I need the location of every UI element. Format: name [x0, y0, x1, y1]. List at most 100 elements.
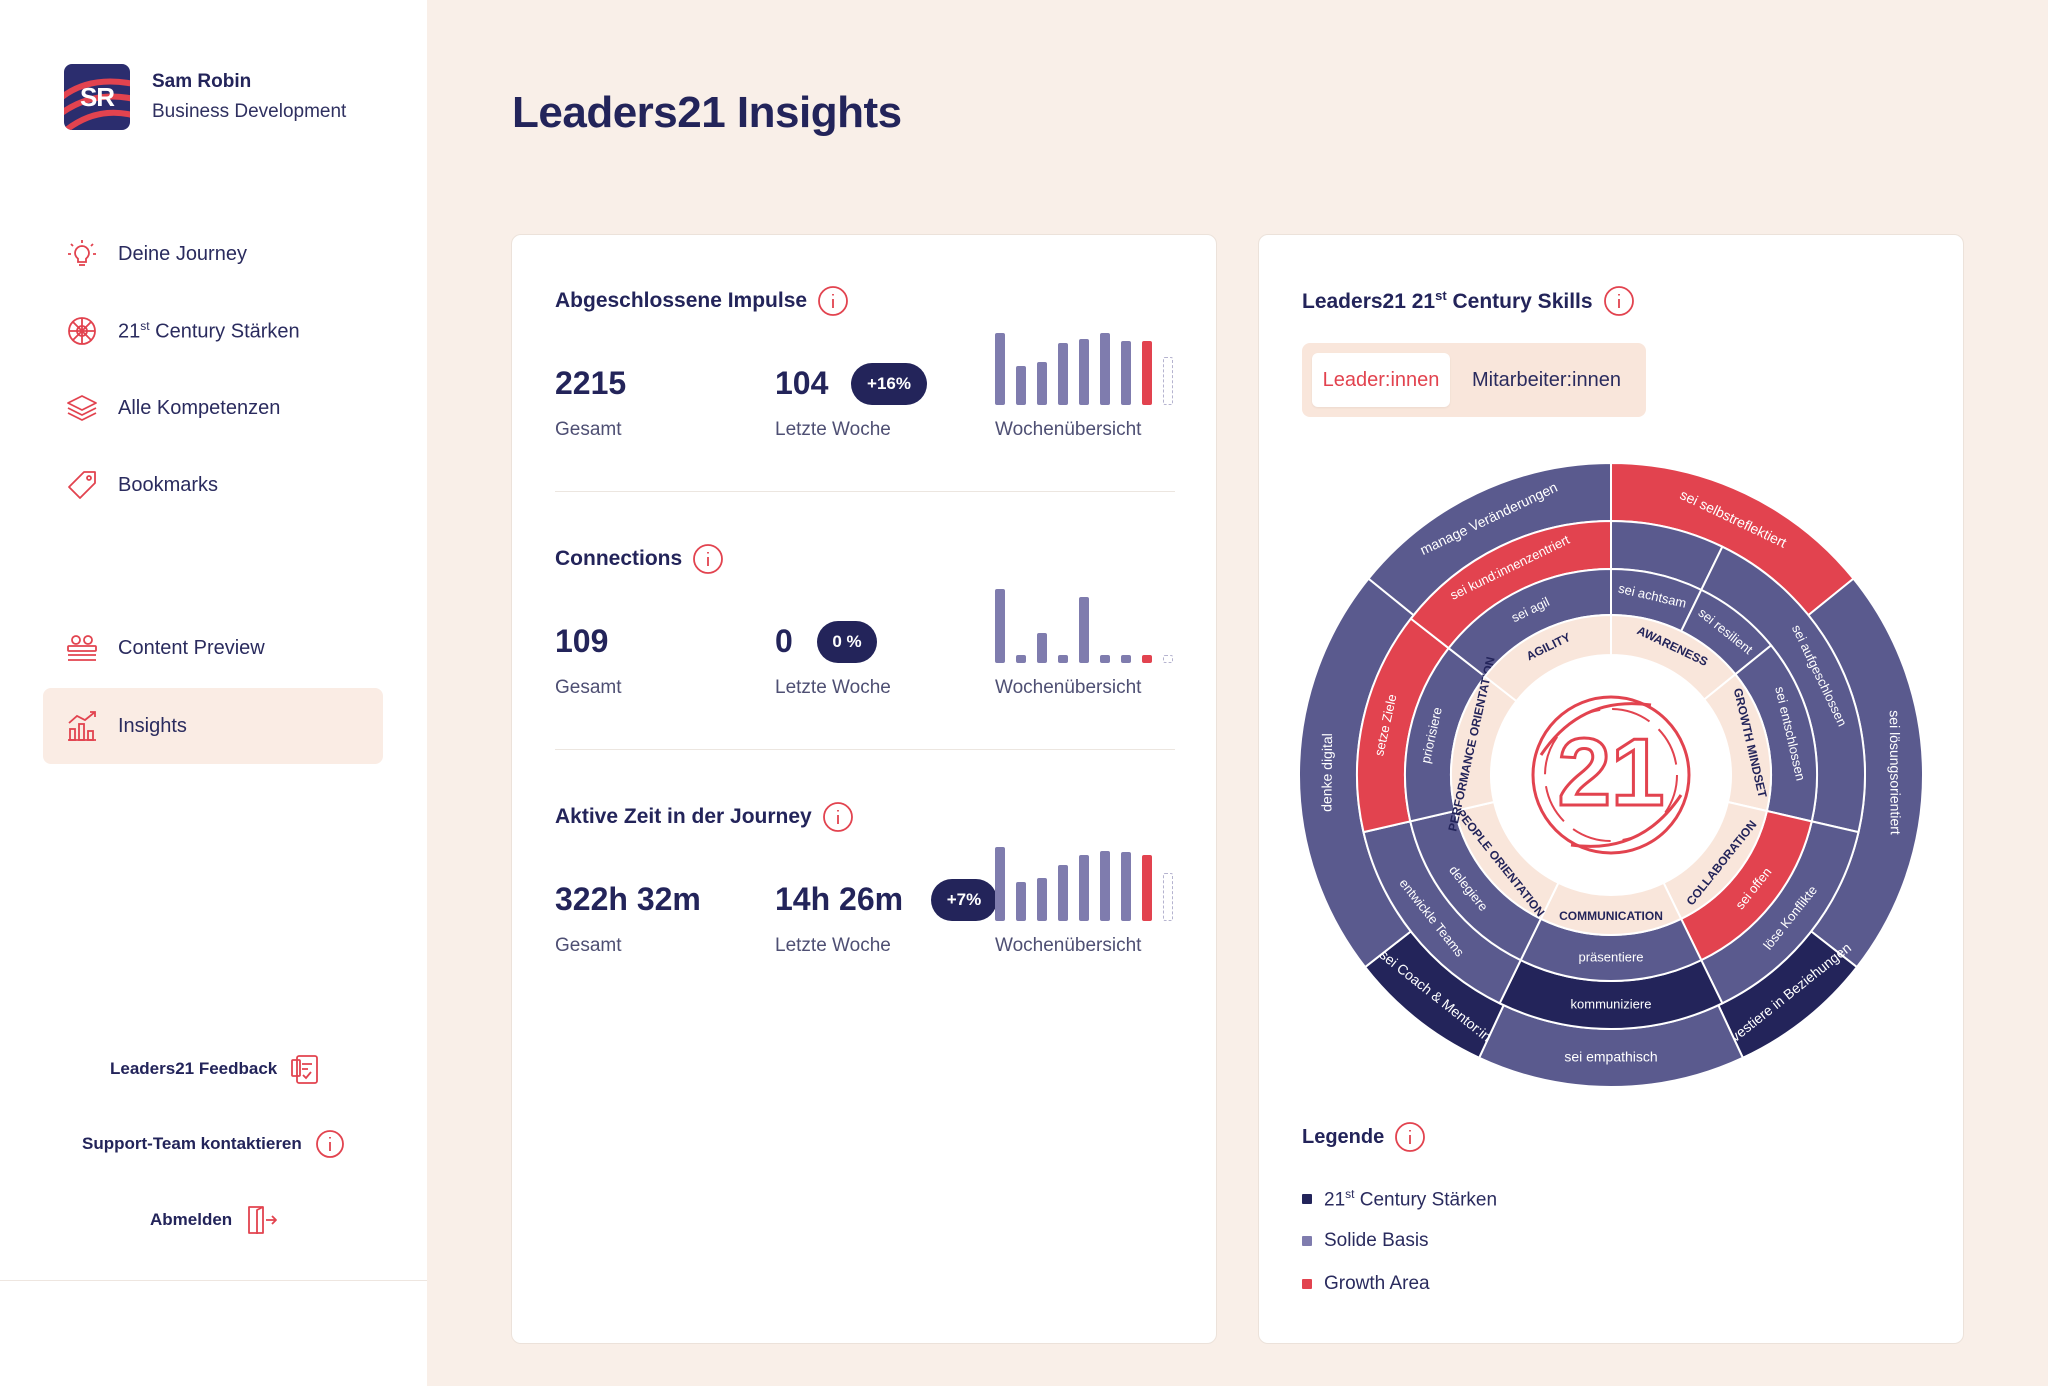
sidebar-item-content-preview[interactable]: Content Preview [43, 610, 383, 686]
layers-icon [64, 390, 100, 426]
tab-leaders[interactable]: Leader:innen [1312, 353, 1450, 407]
profile-role: Business Development [152, 101, 347, 122]
chart-bar [1121, 655, 1131, 663]
section-title-skills: Leaders21 21st Century Skills [1302, 285, 1635, 317]
role-toggle: Leader:innen Mitarbeiter:innen [1302, 343, 1646, 417]
logout-link[interactable]: Abmelden [150, 1203, 278, 1237]
chart-bar [1142, 854, 1152, 921]
total-label: Gesamt [555, 419, 622, 440]
info-icon [314, 1128, 346, 1160]
logo-21-icon: 21 [1531, 695, 1691, 855]
wheel-center [1491, 655, 1731, 895]
sidebar: SR Sam Robin Business Development Deine … [0, 0, 427, 1386]
chart-bar [1121, 852, 1131, 921]
legend-item-strengths: 21st Century Stärken [1302, 1187, 1497, 1211]
stats-card: Abgeschlossene Impulse 2215 Gesamt 104 +… [511, 234, 1217, 1344]
week-label: Letzte Woche [775, 677, 891, 698]
lightbulb-icon [64, 236, 100, 272]
weekly-bar-chart [995, 583, 1175, 663]
chart-bar [1142, 341, 1152, 405]
week-value: 104 [775, 365, 829, 401]
chart-bar [1079, 338, 1089, 405]
chart-bar [1079, 854, 1089, 921]
profile-name: Sam Robin [152, 71, 252, 92]
legend-item-solid-basis: Solide Basis [1302, 1230, 1429, 1252]
total-label: Gesamt [555, 677, 622, 698]
compass-wheel-icon [64, 313, 100, 349]
chart-label: Wochenübersicht [995, 677, 1142, 698]
info-icon[interactable] [1394, 1121, 1426, 1153]
week-label: Letzte Woche [775, 419, 891, 440]
info-icon[interactable] [692, 543, 724, 575]
chart-icon [64, 708, 100, 744]
chart-bar [1016, 655, 1026, 663]
chart-bar [995, 588, 1005, 663]
info-icon[interactable] [1603, 285, 1635, 317]
total-value: 2215 [555, 365, 627, 401]
feedback-link[interactable]: Leaders21 Feedback [110, 1052, 323, 1086]
section-title-impulses: Abgeschlossene Impulse [555, 285, 849, 317]
tag-icon [64, 467, 100, 503]
section-title-connections: Connections [555, 543, 724, 575]
chart-bar [1058, 655, 1068, 663]
support-link[interactable]: Support-Team kontaktieren [82, 1128, 346, 1160]
sidebar-footer-band [0, 1280, 427, 1386]
avatar: SR [64, 64, 130, 130]
chart-bar [1142, 655, 1152, 663]
preview-icon [64, 630, 100, 666]
category-label: COMMUNICATION [1559, 909, 1663, 923]
chart-bar [1016, 882, 1026, 921]
info-icon[interactable] [817, 285, 849, 317]
chart-bar [1037, 878, 1047, 921]
chart-bar [995, 846, 1005, 921]
chart-bar [1100, 655, 1110, 663]
sidebar-item-label: 21st Century Stärken [118, 318, 300, 343]
chart-bar [1037, 633, 1047, 663]
skill-label-middle: kommuniziere [1571, 996, 1652, 1011]
info-icon[interactable] [822, 801, 854, 833]
sidebar-item-competencies[interactable]: Alle Kompetenzen [43, 370, 383, 446]
weekly-bar-chart [995, 325, 1175, 405]
logout-icon [244, 1203, 278, 1237]
sidebar-item-label: Insights [118, 714, 187, 737]
sidebar-item-label: Deine Journey [118, 242, 247, 265]
user-profile[interactable]: SR Sam Robin Business Development [64, 64, 346, 130]
tab-employees[interactable]: Mitarbeiter:innen [1472, 368, 1621, 391]
sidebar-item-insights[interactable]: Insights [43, 688, 383, 764]
sidebar-item-century-strengths[interactable]: 21st Century Stärken [43, 293, 383, 369]
chart-bar [1100, 850, 1110, 921]
week-value: 0 [775, 623, 793, 659]
chart-bar [1121, 341, 1131, 405]
skill-label-inner: präsentiere [1578, 949, 1643, 964]
chart-bar [1163, 655, 1173, 663]
change-badge: +16% [851, 363, 927, 405]
change-badge: 0 % [817, 621, 877, 663]
change-badge: +7% [931, 879, 997, 921]
skill-label-outer: sei lösungsorientiert [1887, 710, 1904, 835]
sidebar-item-bookmarks[interactable]: Bookmarks [43, 447, 383, 523]
page-title: Leaders21 Insights [512, 88, 902, 137]
legend-item-growth-area: Growth Area [1302, 1273, 1430, 1295]
chart-bar [1163, 356, 1173, 405]
chart-bar [995, 333, 1005, 405]
divider [555, 749, 1175, 750]
week-label: Letzte Woche [775, 935, 891, 956]
sidebar-item-label: Bookmarks [118, 473, 219, 496]
week-value: 14h 26m [775, 881, 904, 917]
chart-bar [1058, 342, 1068, 405]
svg-text:21: 21 [1558, 719, 1665, 826]
chart-bar [1037, 362, 1047, 405]
chart-bar [1079, 596, 1089, 663]
total-value: 322h 32m [555, 881, 701, 917]
sidebar-item-label: Content Preview [118, 636, 265, 659]
legend-title: Legende [1302, 1121, 1426, 1153]
weekly-bar-chart [995, 841, 1175, 921]
skill-label-outer: denke digital [1318, 733, 1335, 812]
chart-bar [1058, 864, 1068, 921]
chart-label: Wochenübersicht [995, 419, 1142, 440]
sidebar-item-journey[interactable]: Deine Journey [43, 216, 383, 292]
chart-bar [1163, 872, 1173, 921]
total-value: 109 [555, 623, 609, 659]
divider [555, 491, 1175, 492]
chart-label: Wochenübersicht [995, 935, 1142, 956]
